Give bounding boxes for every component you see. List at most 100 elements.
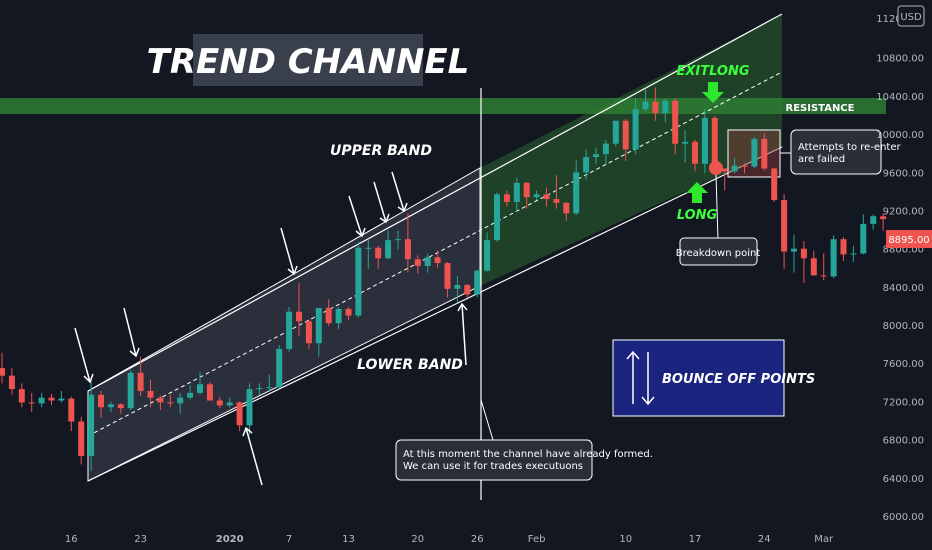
candle (236, 401, 243, 432)
candle (543, 187, 550, 207)
bounce-arrow-icon (280, 227, 298, 276)
candle (434, 250, 441, 268)
candle (800, 241, 807, 284)
candle (88, 378, 95, 472)
upper-band-line (87, 13, 783, 392)
bounce-arrow-icon (391, 171, 408, 213)
price-tick-label: 8800.00 (883, 245, 924, 256)
candle (513, 178, 520, 212)
candle (820, 253, 827, 281)
candle (58, 390, 65, 403)
candle (117, 403, 124, 414)
candle (741, 163, 748, 174)
candle (484, 232, 491, 272)
candle (286, 306, 293, 352)
candle (276, 345, 283, 389)
time-axis[interactable]: 16 23 2020 7 13 20 26 Feb 10 17 24 Mar (65, 534, 834, 545)
candle (880, 213, 887, 231)
candle (197, 371, 203, 395)
candle (137, 356, 144, 396)
candle (583, 149, 590, 180)
candle (761, 133, 768, 171)
candle (731, 158, 738, 174)
candle (840, 237, 847, 262)
candle (48, 393, 55, 406)
candle (216, 396, 223, 409)
price-tick-label: 8000.00 (883, 321, 924, 332)
resistance-label: RESISTANCE (786, 103, 855, 114)
reentry-callout: Attempts to re-enter are failed (780, 129, 901, 175)
candle (305, 319, 312, 349)
candle (642, 89, 649, 112)
price-tick-label: 6400.00 (883, 474, 924, 485)
candle (494, 192, 500, 243)
currency-button[interactable] (897, 5, 925, 27)
time-tick-label: 24 (758, 534, 771, 545)
candle (177, 392, 184, 414)
time-tick-label: 7 (286, 534, 292, 545)
attempts-label-line2: are failed (798, 154, 845, 165)
candle (365, 240, 372, 269)
candle (593, 147, 599, 164)
candle (315, 307, 322, 357)
candle (444, 262, 451, 298)
last-price-label: 8895.00 (888, 235, 929, 246)
candle (78, 416, 85, 465)
breakdown-callout: Breakdown point (676, 174, 760, 266)
candle (791, 234, 797, 273)
channel-note-line1: At this moment the channel have already … (403, 449, 653, 460)
candle (553, 175, 560, 209)
candle (652, 87, 659, 121)
candle (612, 120, 619, 147)
candle (375, 245, 382, 269)
channel-note-callout: At this moment the channel have already … (395, 399, 653, 481)
candle (424, 253, 431, 273)
candle (38, 392, 45, 408)
price-tick-label: 9600.00 (883, 168, 924, 179)
attempts-label-line1: Attempts to re-enter (798, 142, 901, 153)
time-tick-label: 26 (471, 534, 484, 545)
time-tick-label: Mar (814, 534, 834, 545)
candle (127, 369, 134, 411)
candle (226, 397, 233, 408)
candle (830, 235, 837, 279)
candle (870, 214, 877, 230)
last-price-tag (886, 230, 932, 248)
time-tick-label: 20 (411, 534, 424, 545)
candle (682, 130, 689, 163)
candle (167, 394, 174, 408)
price-tick-label: 8400.00 (883, 283, 924, 294)
candle (325, 299, 332, 327)
price-tick-label: 7200.00 (883, 397, 924, 408)
candle (573, 159, 580, 216)
candle (771, 167, 778, 202)
candle (563, 201, 570, 222)
currency-label[interactable]: USD (900, 12, 922, 23)
candle (692, 139, 698, 172)
candle (751, 137, 758, 169)
candle (206, 382, 213, 401)
up-down-arrows-icon (626, 350, 655, 406)
long-up-arrow-icon (686, 182, 708, 203)
candle (810, 250, 817, 276)
lower-band-label: LOWER BAND (357, 357, 463, 373)
candle (395, 230, 401, 250)
chart-title: TREND CHANNEL (147, 42, 470, 82)
candles (0, 87, 887, 472)
bounce-legend-box (612, 339, 785, 417)
candle (98, 390, 104, 418)
bounce-label: BOUNCE OFF POINTS (662, 372, 815, 387)
candle (157, 395, 164, 411)
candle (454, 276, 461, 303)
candle (8, 368, 15, 395)
candle (602, 139, 609, 164)
bounce-arrow-icon (123, 307, 140, 358)
candle (464, 284, 471, 298)
candle (414, 255, 421, 274)
candle (355, 242, 362, 318)
candle (0, 352, 5, 384)
candle (335, 306, 342, 329)
channel-trade-area (480, 14, 782, 286)
bounce-arrow-icon (457, 302, 468, 366)
price-tick-label: 10000.00 (876, 130, 924, 141)
